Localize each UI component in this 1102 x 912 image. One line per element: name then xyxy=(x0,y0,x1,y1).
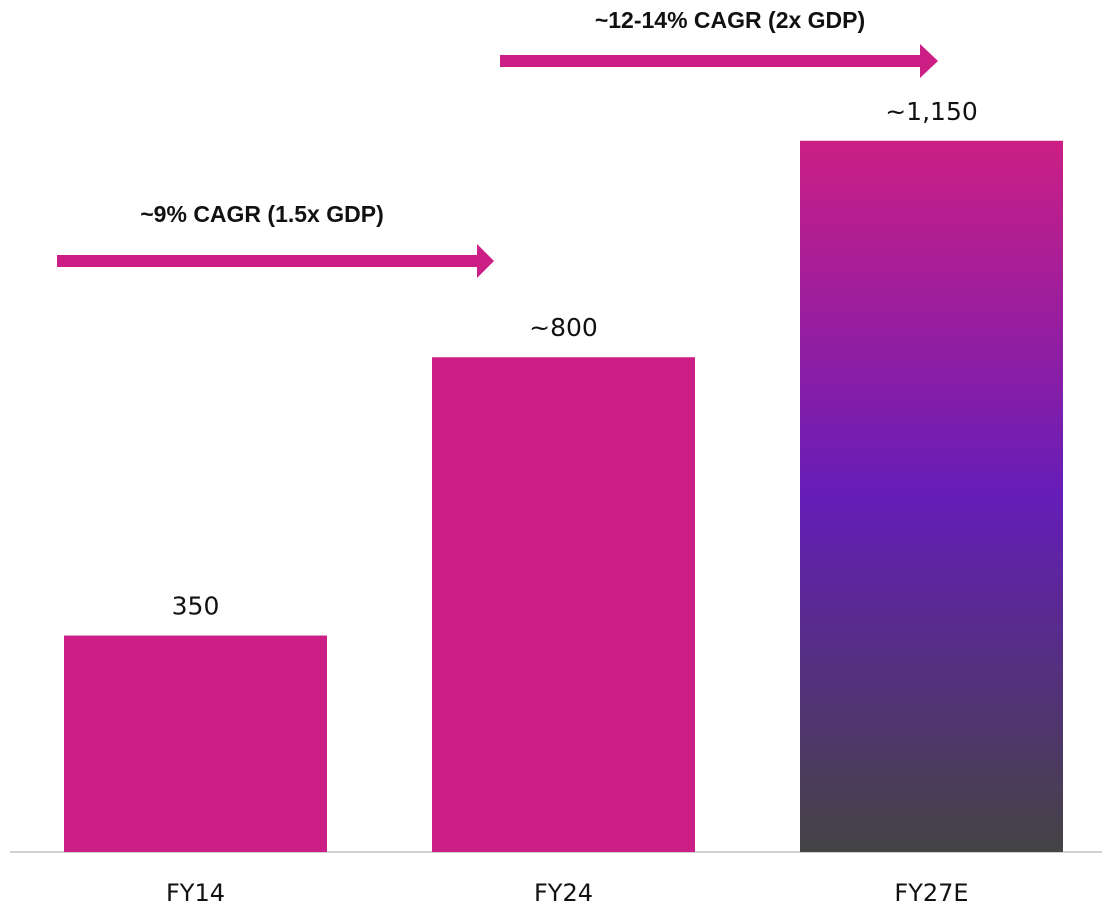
x-tick-label: FY14 xyxy=(166,879,225,907)
value-label: ~800 xyxy=(529,313,598,342)
x-tick-label: FY27E xyxy=(894,879,968,907)
value-label: 350 xyxy=(172,592,220,621)
bar xyxy=(800,140,1063,852)
bar xyxy=(64,635,327,852)
bar xyxy=(432,357,695,852)
cagr-arrow xyxy=(500,44,938,78)
cagr-arrow xyxy=(57,244,494,278)
annotation: ~9% CAGR (1.5x GDP) xyxy=(140,201,384,227)
value-label: ~1,150 xyxy=(885,97,978,126)
annotation: ~12-14% CAGR (2x GDP) xyxy=(595,7,865,33)
x-tick-label: FY24 xyxy=(534,879,593,907)
